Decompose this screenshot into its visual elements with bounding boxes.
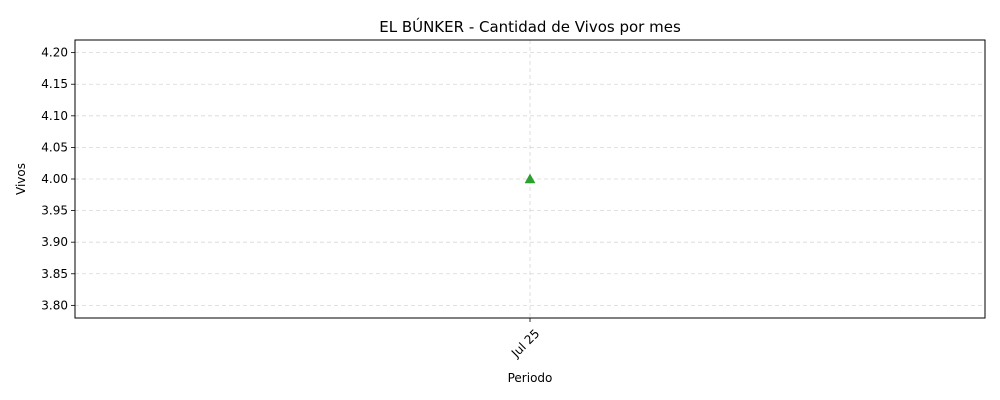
y-axis-ticks: 3.80 3.85 3.90 3.95 4.00 4.05 4.10 4.15 4.20: [41, 46, 75, 312]
x-axis-ticks: Jul 25: [508, 318, 542, 361]
data-point-triangle: [524, 173, 536, 184]
grid-lines: [75, 40, 985, 318]
plot-area: [74, 39, 986, 319]
x-axis-label: Periodo: [508, 371, 553, 385]
y-tick-label: 3.85: [41, 267, 68, 281]
y-tick-label: 3.95: [41, 204, 68, 218]
y-tick-label: 4.15: [41, 77, 68, 91]
y-tick-label: 4.05: [41, 140, 68, 154]
chart-title: EL BÚNKER - Cantidad de Vivos por mes: [379, 17, 681, 36]
y-tick-label: 4.00: [41, 172, 68, 186]
y-tick-label: 4.10: [41, 109, 68, 123]
y-tick-label: 4.20: [41, 46, 68, 60]
y-tick-label: 3.80: [41, 298, 68, 312]
data-markers: [524, 173, 536, 184]
y-tick-label: 3.90: [41, 235, 68, 249]
y-axis-label: Vivos: [14, 163, 28, 195]
x-tick-label: Jul 25: [508, 326, 542, 360]
